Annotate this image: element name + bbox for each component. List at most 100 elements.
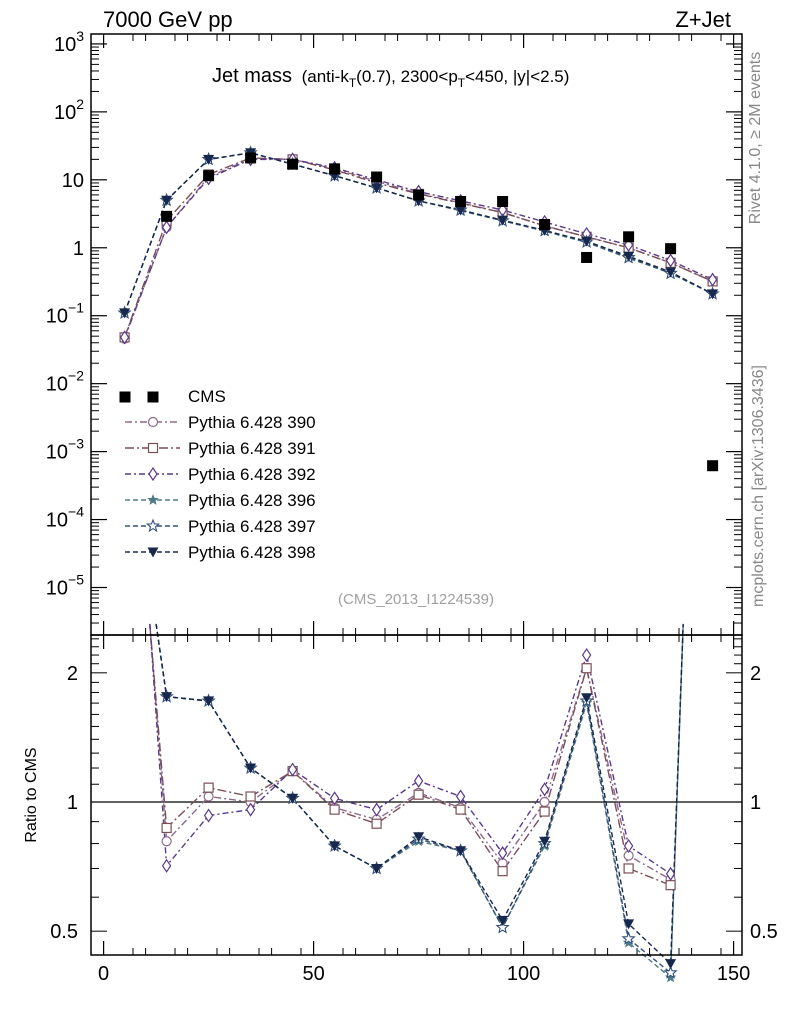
point-cms (497, 195, 509, 207)
legend: CMS Pythia 6.428 390 Pythia 6.428 391 Pythi… (119, 387, 316, 562)
point-p392 (119, 330, 130, 345)
point-cms (329, 163, 341, 175)
x-tick-label: 100 (507, 963, 540, 985)
point-p398 (707, 289, 719, 300)
header-left: 7000 GeV pp (103, 7, 233, 32)
point-cms (707, 460, 719, 472)
ratio-point-p391 (665, 880, 676, 891)
ratio-plot-frame (90, 634, 743, 956)
point-cms (371, 171, 383, 183)
point-cms (581, 251, 593, 263)
point-cms (539, 219, 551, 231)
ratio-point-p392 (413, 773, 424, 788)
y-tick-label: 10−3 (46, 436, 84, 464)
ratio-point-p398 (329, 841, 341, 852)
point-p398 (119, 308, 131, 319)
ratio-point-p398 (287, 793, 299, 804)
legend-marker-p390 (147, 416, 159, 428)
ratio-point-p392 (245, 802, 256, 817)
ratio-point-p391 (161, 822, 172, 834)
point-cms (287, 158, 299, 170)
ratio-point-p391 (455, 804, 466, 815)
rivet-label: Rivet 4.1.0, ≥ 2M events (747, 52, 764, 224)
ratio-point-p392 (203, 808, 214, 823)
ratio-point-p398 (203, 696, 215, 707)
ratio-point-p397 (495, 919, 510, 934)
y-tick-label: 1 (73, 238, 84, 260)
ratio-y-tick-label-right: 2 (750, 663, 761, 685)
ratio-series-layer (149, 623, 684, 983)
y-tick-label: 10−1 (46, 300, 84, 328)
point-p398 (203, 154, 215, 165)
x-tick-label: 50 (302, 963, 324, 985)
ratio-point-p396 (622, 936, 635, 948)
ratio-point-p391 (623, 863, 634, 874)
legend-marker-cms (119, 391, 131, 403)
ratio-point-p391 (497, 866, 508, 877)
point-p398 (371, 183, 383, 194)
legend-marker-p396 (147, 494, 159, 505)
main-series-layer (117, 145, 720, 472)
title-detail-1: (anti-k (302, 67, 350, 86)
ratio-point-p392 (287, 762, 298, 777)
point-cms (203, 170, 215, 182)
plot-title: Jet mass (anti-kT(0.7), 2300<pT<450, |y|… (212, 65, 569, 90)
ratio-point-p392 (539, 782, 550, 797)
ratio-point-p398 (245, 763, 257, 774)
title-detail-2: (0.7), 2300<p (356, 67, 458, 86)
ratio-point-p391 (413, 789, 424, 800)
y-tick-label: 102 (54, 96, 84, 124)
legend-label: Pythia 6.428 392 (188, 465, 316, 484)
source-label: mcplots.cern.ch [arXiv:1306.3436] (750, 365, 767, 607)
header-right: Z+Jet (675, 7, 731, 32)
ratio-point-p398 (161, 692, 173, 703)
point-cms (245, 152, 257, 164)
point-p398 (665, 267, 677, 278)
y-tick-label: 10−5 (46, 572, 84, 600)
ratio-point-p398 (455, 846, 467, 857)
ratio-point-p391 (245, 791, 256, 802)
ratio-point-p391 (371, 818, 382, 829)
legend-marker-cms (147, 391, 159, 403)
ratio-point-p390 (539, 796, 550, 808)
series-line-p392 (123, 158, 713, 338)
title-sub-2: T (458, 76, 466, 90)
title-main: Jet mass (212, 65, 292, 87)
ratio-point-p391 (539, 806, 550, 817)
ratio-y-tick-label-right: 1 (750, 792, 761, 814)
ratio-point-p392 (371, 802, 382, 817)
ratio-y-tick-label: 0.5 (50, 921, 78, 943)
legend-label: Pythia 6.428 390 (188, 413, 316, 432)
point-cms (161, 210, 173, 222)
legend-label: Pythia 6.428 397 (188, 517, 316, 536)
ratio-line-p392 (149, 623, 671, 875)
ratio-point-p398 (665, 959, 677, 970)
point-p398 (455, 205, 467, 216)
point-p398 (623, 251, 635, 262)
ratio-point-p392 (497, 846, 508, 861)
ratio-y-tick-label: 2 (67, 663, 78, 685)
ratio-point-p392 (161, 858, 172, 873)
y-tick-label: 10 (62, 170, 84, 192)
ratio-point-p396 (664, 971, 677, 983)
x-tick-label: 0 (98, 963, 109, 985)
y-tick-label: 103 (54, 28, 84, 56)
main-axis-ticks: 10−5 10−4 10−3 10−2 10−1 1 10 102 103 (46, 28, 742, 636)
ratio-point-p391 (581, 663, 592, 674)
ratio-point-p398 (371, 863, 383, 874)
ratio-point-p398 (497, 915, 509, 926)
ratio-point-p398 (539, 836, 551, 847)
ratio-point-p397 (663, 965, 678, 979)
ratio-point-p390 (161, 836, 172, 847)
ratio-point-p392 (455, 789, 466, 804)
title-detail-3: <450, |y|<2.5) (465, 67, 569, 86)
title-sub-1: T (349, 76, 357, 90)
legend-label: Pythia 6.428 398 (188, 543, 316, 562)
point-p398 (581, 236, 593, 247)
point-cms (665, 243, 677, 255)
legend-marker-p392 (148, 466, 158, 482)
point-p392 (161, 220, 172, 235)
series-line-p390 (123, 157, 713, 339)
